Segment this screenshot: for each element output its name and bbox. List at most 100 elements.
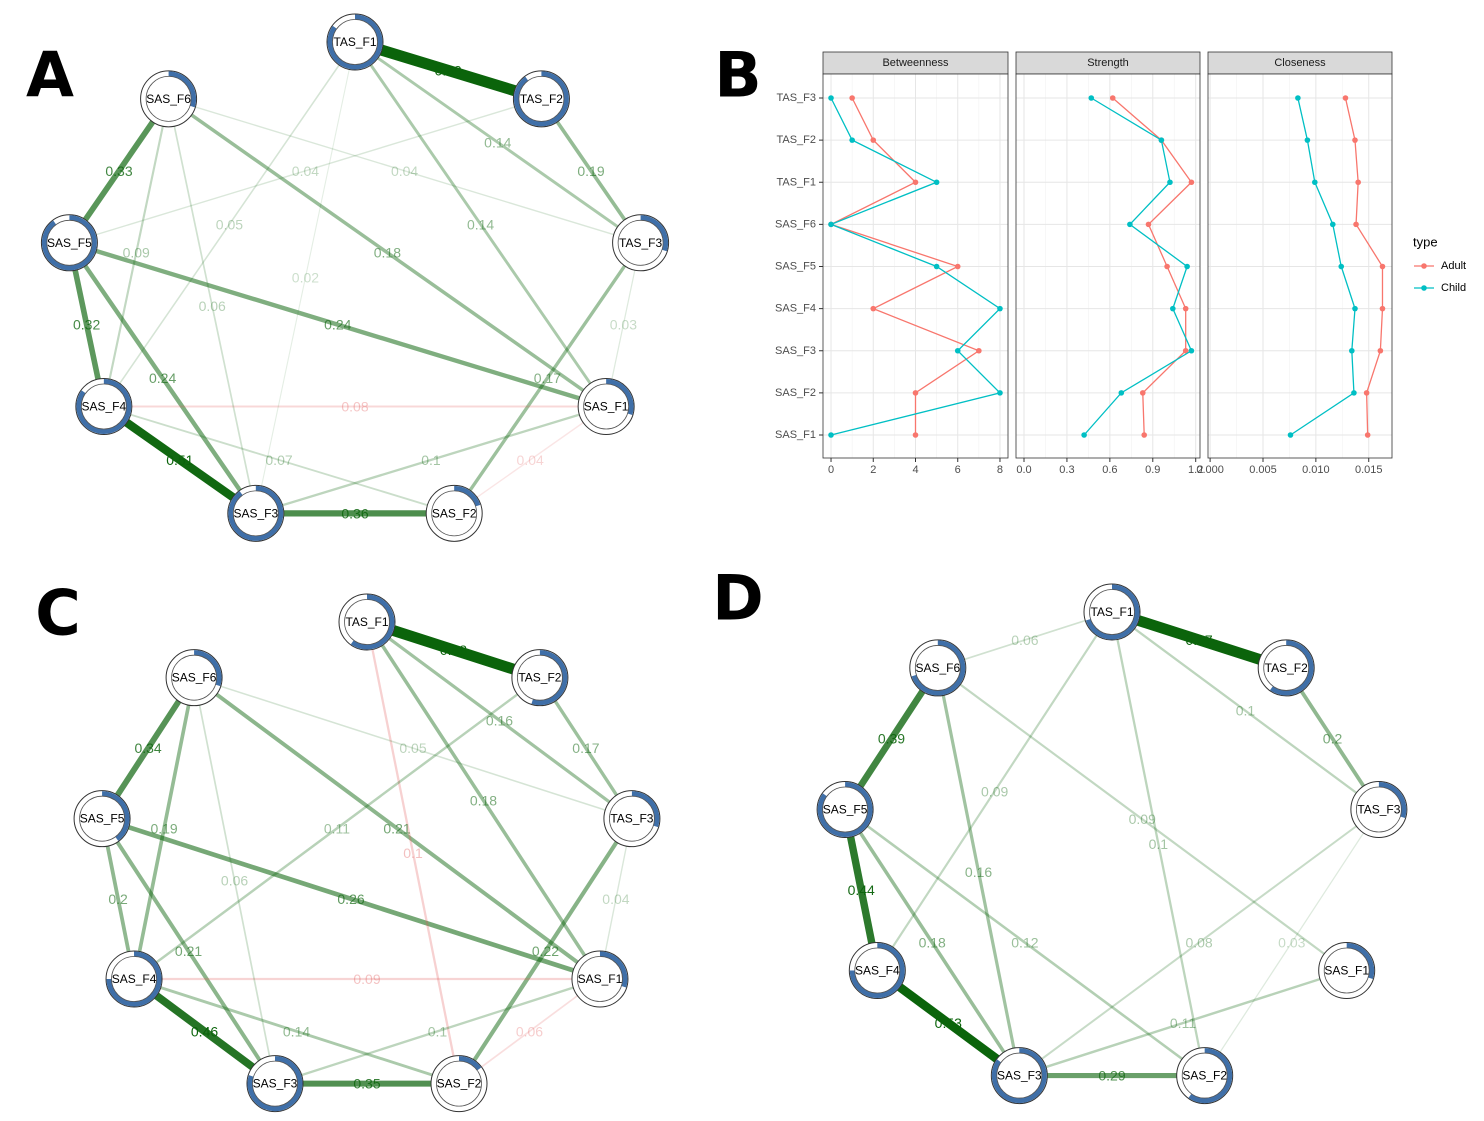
edge-label: 0.02	[292, 270, 319, 286]
x-tick-label: 8	[997, 464, 1003, 476]
edge	[68, 98, 543, 244]
node-pie	[350, 594, 395, 650]
legend-label: Adult	[1441, 260, 1466, 272]
node-inner	[583, 383, 630, 430]
node-pie	[41, 215, 97, 271]
edge	[99, 402, 261, 518]
edge	[843, 807, 1022, 1078]
point	[933, 179, 940, 186]
edge-label: 0.04	[517, 452, 544, 468]
node-inner	[171, 654, 217, 701]
point	[1167, 179, 1173, 186]
node-label: SAS_F5	[823, 802, 868, 816]
node-pie	[458, 1056, 482, 1071]
node-label: SAS_F4	[112, 972, 157, 986]
x-tick-label: 0.9	[1145, 464, 1160, 476]
edge-label: 0.34	[134, 740, 161, 756]
edge-label: 0.39	[878, 731, 905, 747]
node-inner	[1355, 786, 1402, 833]
node-label: SAS_F1	[578, 972, 623, 986]
point	[1351, 390, 1357, 396]
node-label: SAS_F3	[253, 1077, 298, 1091]
edge-label: 0.17	[572, 740, 599, 756]
y-tick-label: SAS_F6	[775, 218, 816, 230]
edge-labels: 0.67 0.39 0.2 0.1 0.06 0.44 0.53 0.29 0.16 0.12 0.…	[848, 632, 1343, 1084]
edge	[361, 616, 546, 684]
facet-title: Betweenness	[882, 57, 949, 69]
point	[849, 137, 855, 143]
edge-label: 0.1	[1149, 836, 1169, 852]
y-tick-label: TAS_F3	[776, 92, 816, 104]
point	[870, 137, 877, 143]
point	[828, 95, 834, 101]
node-inner	[79, 795, 125, 842]
node-pie	[106, 951, 162, 1007]
facet-title: Strength	[1087, 57, 1129, 69]
y-tick-label: SAS_F1	[775, 429, 816, 441]
edge-label: 0.08	[341, 399, 368, 415]
point	[1342, 95, 1349, 101]
edge	[255, 41, 356, 514]
point	[1088, 95, 1095, 101]
edge-label: 0.06	[221, 873, 248, 889]
point	[1352, 137, 1358, 143]
point	[1338, 263, 1345, 270]
edge-label: 0.12	[1011, 935, 1038, 951]
facet-border	[1015, 73, 1201, 459]
node-label: TAS_F3	[610, 812, 653, 826]
node-pie	[605, 379, 634, 415]
node-inner	[232, 490, 279, 537]
point	[1355, 179, 1361, 186]
facet-title: Closeness	[1274, 57, 1326, 69]
point	[1127, 221, 1133, 228]
edge	[453, 405, 607, 515]
edge	[67, 240, 609, 409]
node-pie	[101, 791, 130, 841]
node-label: SAS_F6	[915, 661, 960, 675]
y-tick-label: TAS_F1	[776, 176, 816, 188]
point	[1139, 390, 1146, 396]
point	[1182, 347, 1189, 354]
node-pie	[1378, 781, 1407, 818]
edge	[1018, 808, 1380, 1077]
edge-label: 0.2	[1323, 731, 1343, 747]
edge	[102, 405, 456, 515]
node-pie	[168, 71, 197, 108]
edge	[273, 977, 602, 1085]
edge	[365, 620, 602, 981]
x-tick-label: 0.005	[1249, 464, 1277, 476]
node-inner	[617, 219, 664, 266]
point	[1379, 305, 1386, 312]
edge-label: 0.06	[516, 1023, 543, 1039]
point	[828, 221, 834, 228]
point	[1118, 390, 1125, 396]
x-tick-label: 0	[828, 464, 834, 476]
edge	[99, 816, 603, 982]
edge	[365, 620, 461, 1085]
edge-label: 0.1	[403, 845, 423, 861]
node-pie	[327, 14, 383, 70]
node-inner	[1181, 1052, 1228, 1099]
panel-letter: A	[26, 39, 74, 112]
point	[849, 95, 855, 101]
node-inner	[80, 383, 127, 430]
node-pie	[991, 1048, 1047, 1104]
point	[828, 432, 834, 438]
point	[912, 179, 919, 186]
point	[1081, 432, 1087, 438]
node-pie	[911, 640, 966, 696]
edge-label: 0.18	[919, 935, 946, 951]
node-pie	[1085, 584, 1140, 640]
edge-label: 0.24	[324, 317, 351, 333]
edge	[843, 808, 1206, 1077]
edge	[132, 675, 196, 981]
panel-letter: D	[712, 562, 763, 635]
node-label: SAS_F1	[1324, 964, 1369, 978]
node-label: TAS_F3	[619, 236, 662, 250]
point	[1312, 179, 1318, 186]
edge-label: 0.33	[105, 163, 132, 179]
edge	[66, 95, 172, 246]
node-label: SAS_F4	[855, 964, 900, 978]
panel-letter: C	[35, 577, 81, 650]
x-tick-label: 0.3	[1059, 464, 1074, 476]
